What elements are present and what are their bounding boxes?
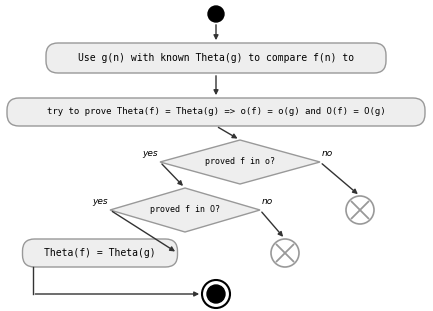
FancyBboxPatch shape (46, 43, 386, 73)
Circle shape (208, 6, 224, 22)
Circle shape (202, 280, 230, 308)
Text: no: no (322, 149, 333, 158)
Text: proved f in O?: proved f in O? (150, 206, 220, 215)
Circle shape (271, 239, 299, 267)
Text: try to prove Theta(f) = Theta(g) => o(f) = o(g) and O(f) = O(g): try to prove Theta(f) = Theta(g) => o(f)… (47, 108, 385, 117)
Text: yes: yes (142, 149, 158, 158)
FancyBboxPatch shape (23, 239, 178, 267)
Circle shape (346, 196, 374, 224)
Text: no: no (262, 197, 273, 206)
FancyBboxPatch shape (7, 98, 425, 126)
Text: yes: yes (92, 197, 108, 206)
Text: Theta(f) = Theta(g): Theta(f) = Theta(g) (44, 248, 156, 258)
Polygon shape (160, 140, 320, 184)
Polygon shape (110, 188, 260, 232)
Text: Use g(n) with known Theta(g) to compare f(n) to: Use g(n) with known Theta(g) to compare … (78, 53, 354, 63)
Circle shape (207, 285, 225, 303)
Text: proved f in o?: proved f in o? (205, 157, 275, 166)
